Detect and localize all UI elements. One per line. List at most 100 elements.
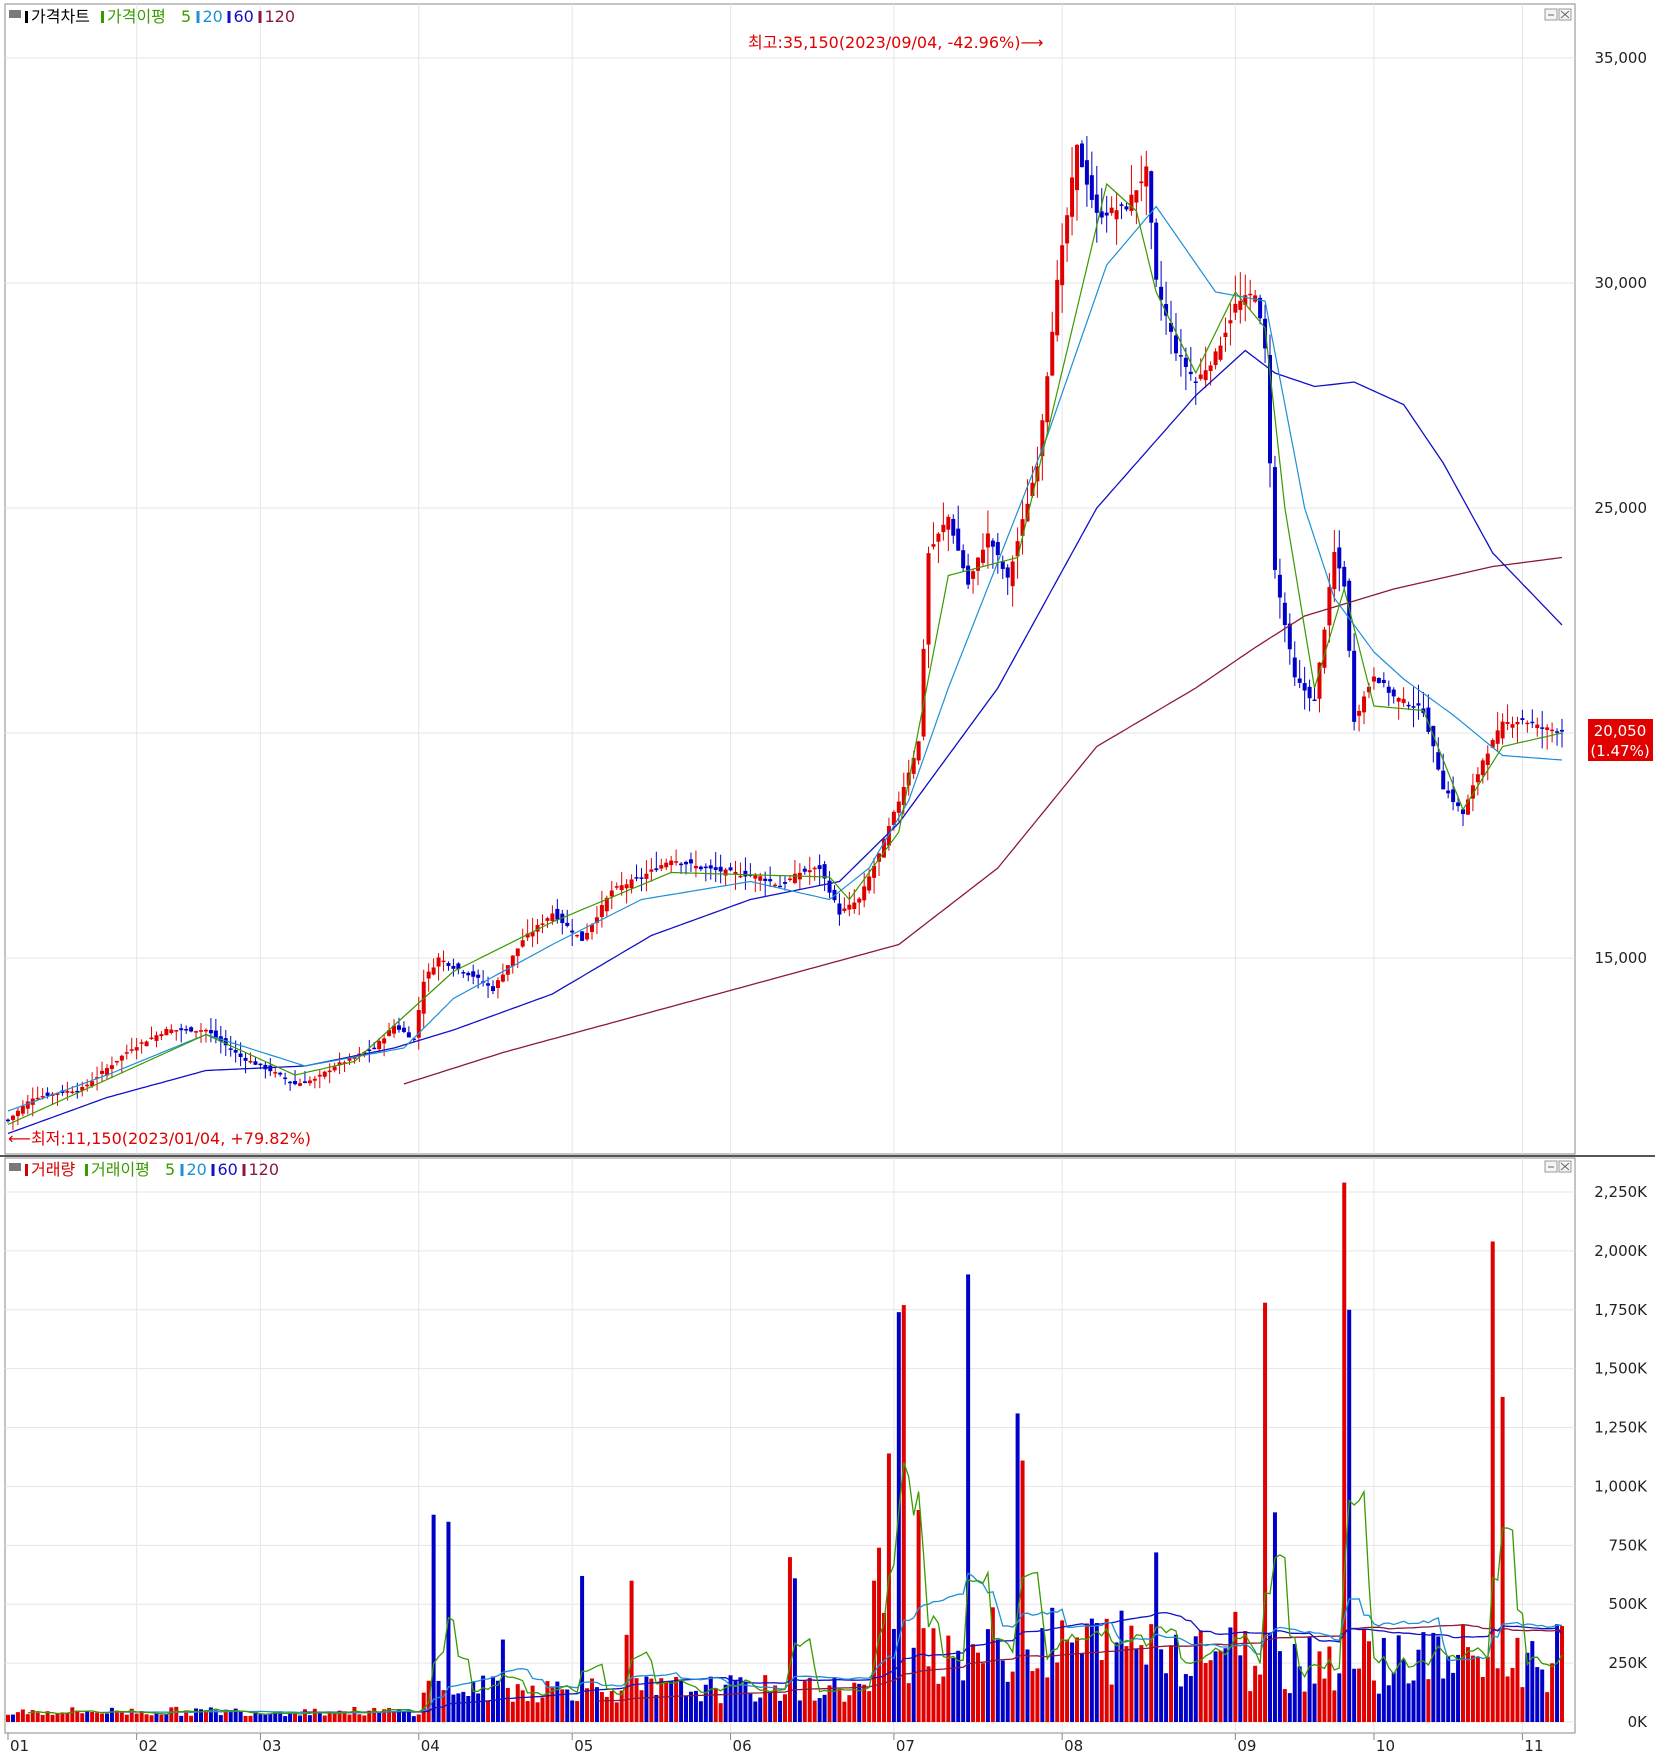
volume-bar <box>1070 1642 1075 1722</box>
volume-bar <box>149 1715 154 1722</box>
volume-bar <box>70 1707 75 1722</box>
volume-bar <box>1074 1637 1079 1722</box>
volume-bar <box>1530 1641 1535 1722</box>
candle-body <box>1485 753 1490 765</box>
candle-body <box>486 983 491 986</box>
volume-bar <box>1362 1629 1367 1722</box>
candle-body <box>575 934 580 937</box>
volume-bar <box>104 1713 109 1722</box>
volume-bar <box>1099 1660 1104 1722</box>
volume-bar <box>877 1547 882 1722</box>
candle-body <box>278 1072 283 1075</box>
volume-bar <box>1223 1648 1228 1722</box>
panel-handle-icon[interactable] <box>9 10 21 18</box>
candle-body <box>1495 730 1500 744</box>
candle-body <box>238 1053 243 1057</box>
candle-body <box>669 860 674 866</box>
volume-bar <box>748 1693 753 1722</box>
candle-body <box>174 1030 179 1032</box>
volume-bar <box>703 1684 708 1722</box>
candle-body <box>248 1060 253 1063</box>
volume-bar <box>129 1708 134 1722</box>
price-candles <box>6 136 1564 1130</box>
candle-body <box>738 875 743 878</box>
candle-body <box>20 1106 25 1114</box>
volume-bar <box>763 1675 768 1722</box>
volume-bar <box>956 1650 961 1722</box>
volume-bar <box>614 1702 619 1722</box>
candle-body <box>619 885 624 891</box>
month-tick-label: 05 <box>574 1737 593 1755</box>
legend-swatch <box>211 1164 215 1176</box>
candle-body <box>1208 365 1213 371</box>
volume-bar <box>867 1691 872 1722</box>
volume-bar <box>114 1710 119 1722</box>
candle-body <box>194 1031 199 1033</box>
volume-bar <box>1253 1665 1258 1722</box>
volume-bar <box>545 1681 550 1722</box>
candle-body <box>223 1038 228 1046</box>
volume-tick-label: 1,750K <box>1594 1301 1648 1319</box>
volume-bar <box>1307 1637 1312 1722</box>
candle-body <box>877 853 882 862</box>
price-panel-controls <box>1544 8 1572 21</box>
volume-bar <box>392 1711 397 1722</box>
candle-body <box>956 528 961 551</box>
volume-bar <box>540 1697 545 1722</box>
candle-body <box>45 1092 50 1096</box>
candle-body <box>1272 467 1277 570</box>
candle-body <box>1376 678 1381 683</box>
volume-bar <box>971 1644 976 1722</box>
month-tick-label: 04 <box>421 1737 440 1755</box>
candle-body <box>837 903 842 915</box>
volume-bar <box>783 1694 787 1722</box>
volume-bar <box>347 1714 352 1722</box>
volume-bar <box>362 1715 367 1722</box>
candle-body <box>1188 371 1193 375</box>
volume-bar <box>1376 1693 1381 1722</box>
candle-body <box>1386 686 1391 693</box>
volume-bar <box>1055 1662 1060 1722</box>
candle-body <box>1233 303 1238 313</box>
volume-bar <box>327 1711 332 1722</box>
volume-bar <box>263 1714 268 1722</box>
candle-body <box>159 1034 164 1037</box>
month-tick-label: 02 <box>139 1737 158 1755</box>
volume-bar <box>916 1510 921 1722</box>
volume-bar <box>1525 1652 1530 1722</box>
volume-bar <box>307 1715 312 1722</box>
candle-body <box>654 868 659 871</box>
ma120-line <box>403 556 1563 1085</box>
candle-body <box>550 913 555 922</box>
volume-bar <box>1292 1643 1297 1722</box>
volume-bar <box>322 1715 327 1722</box>
volume-bar <box>585 1688 590 1722</box>
volume-bar <box>253 1711 258 1722</box>
volume-bar <box>792 1578 797 1722</box>
volume-bar <box>124 1714 129 1722</box>
candle-body <box>980 549 985 563</box>
candle-body <box>1025 503 1030 522</box>
candle-body <box>169 1029 174 1033</box>
volume-bar <box>1178 1686 1183 1722</box>
volume-bar <box>901 1305 906 1722</box>
volume-bar <box>1347 1309 1352 1722</box>
candle-body <box>1347 580 1352 651</box>
volume-panel-controls <box>1544 1160 1572 1173</box>
volume-bar <box>357 1714 362 1722</box>
last-price-label: 20,050 <box>1594 722 1647 740</box>
volume-bar <box>297 1715 302 1722</box>
volume-bar <box>1465 1647 1470 1722</box>
volume-bar <box>288 1713 293 1722</box>
volume-tick-label: 750K <box>1609 1536 1649 1554</box>
volume-bar <box>812 1700 817 1722</box>
volume-bar <box>1040 1628 1045 1722</box>
volume-bar <box>515 1684 520 1722</box>
volume-bar <box>787 1557 792 1722</box>
candle-body <box>322 1071 327 1077</box>
volume-bar <box>194 1708 199 1722</box>
candle-body <box>812 867 817 870</box>
candle-body <box>1520 718 1525 720</box>
volume-bar <box>332 1712 337 1722</box>
panel-handle-icon[interactable] <box>9 1163 21 1171</box>
